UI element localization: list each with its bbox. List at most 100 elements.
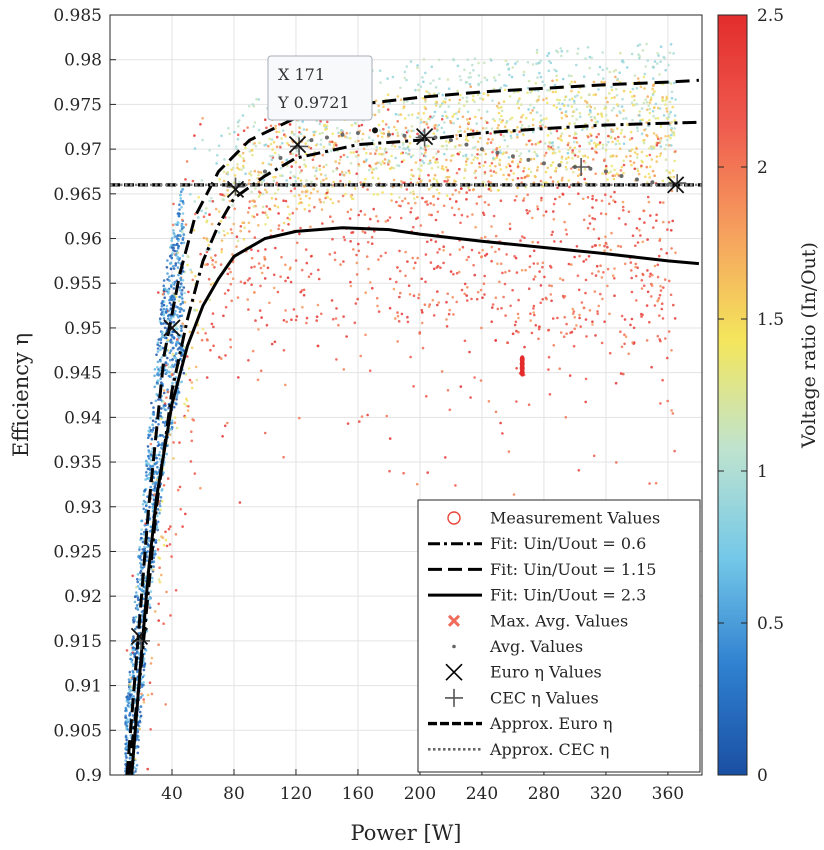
measurement-point (420, 164, 423, 167)
measurement-point (547, 59, 551, 63)
measurement-point (421, 76, 424, 79)
measurement-point (649, 98, 653, 101)
measurement-point (659, 145, 663, 148)
measurement-point (503, 138, 507, 142)
measurement-point (603, 249, 606, 252)
measurement-point (549, 61, 553, 65)
measurement-point (609, 155, 612, 158)
measurement-point (236, 163, 239, 166)
measurement-point (290, 131, 294, 135)
measurement-point (581, 154, 585, 158)
measurement-point (534, 324, 538, 327)
measurement-point (586, 46, 590, 49)
measurement-point (177, 239, 180, 242)
measurement-point (593, 244, 597, 247)
measurement-point (314, 169, 318, 172)
measurement-point (498, 162, 501, 165)
measurement-point (449, 119, 452, 123)
measurement-point (652, 83, 655, 87)
measurement-point (419, 118, 423, 121)
measurement-point (500, 109, 504, 113)
x-tick-label: 40 (161, 784, 183, 804)
measurement-point (171, 341, 174, 345)
measurement-point (145, 501, 149, 505)
measurement-point (578, 316, 581, 320)
measurement-point (419, 158, 422, 162)
measurement-point (429, 161, 432, 165)
measurement-point (505, 165, 508, 169)
measurement-point (587, 93, 591, 97)
measurement-point (346, 422, 350, 425)
measurement-point (153, 485, 157, 488)
measurement-point (664, 103, 667, 106)
measurement-point (646, 181, 649, 184)
measurement-point (292, 133, 296, 136)
measurement-point (552, 210, 555, 213)
measurement-point (489, 181, 493, 184)
measurement-point (428, 303, 432, 306)
measurement-point (247, 104, 251, 108)
measurement-point (419, 180, 422, 183)
measurement-point (134, 770, 137, 773)
measurement-point (218, 355, 221, 359)
measurement-point (342, 368, 346, 371)
measurement-point (648, 482, 651, 485)
measurement-point (442, 100, 446, 103)
measurement-point (342, 235, 346, 239)
measurement-point (587, 254, 591, 258)
measurement-point (588, 309, 592, 312)
measurement-point (168, 313, 171, 317)
measurement-point (399, 113, 403, 116)
measurement-point (274, 124, 277, 128)
measurement-point (390, 199, 393, 202)
measurement-point (195, 309, 199, 312)
measurement-point (430, 213, 433, 217)
measurement-point (441, 144, 445, 148)
measurement-point (499, 199, 503, 202)
measurement-point (604, 105, 607, 108)
measurement-point (419, 146, 423, 150)
measurement-point (342, 153, 346, 157)
measurement-point (584, 291, 587, 295)
measurement-point (601, 51, 604, 54)
measurement-point (442, 131, 446, 134)
measurement-point (155, 353, 158, 357)
measurement-point (533, 150, 536, 154)
measurement-point (555, 74, 558, 78)
measurement-point (328, 253, 332, 256)
measurement-point (149, 453, 153, 456)
measurement-point (269, 142, 273, 146)
measurement-point (506, 144, 510, 148)
measurement-point (653, 264, 657, 268)
measurement-point (220, 239, 224, 242)
measurement-point (281, 161, 284, 164)
measurement-point (362, 160, 366, 163)
measurement-point (652, 226, 655, 229)
measurement-point (388, 102, 392, 105)
measurement-point (172, 274, 175, 278)
measurement-point (441, 114, 444, 118)
datatip-point[interactable] (371, 126, 380, 135)
measurement-point (265, 205, 269, 208)
measurement-point (648, 176, 651, 179)
measurement-point (338, 173, 342, 176)
measurement-point (375, 296, 379, 300)
measurement-point (224, 305, 228, 309)
measurement-point (179, 303, 182, 306)
measurement-point (531, 216, 534, 220)
datatip[interactable]: X 171 Y 0.9721 (267, 55, 380, 135)
measurement-point (276, 290, 280, 294)
measurement-point (644, 98, 647, 101)
measurement-point (461, 96, 465, 100)
measurement-point (604, 96, 608, 100)
measurement-point (601, 68, 605, 72)
measurement-point (591, 245, 594, 249)
measurement-point (311, 158, 315, 161)
measurement-point (308, 197, 312, 200)
measurement-point (662, 286, 665, 289)
measurement-point (473, 100, 476, 104)
measurement-point (572, 170, 575, 174)
measurement-point (545, 117, 548, 120)
measurement-point (448, 308, 452, 312)
